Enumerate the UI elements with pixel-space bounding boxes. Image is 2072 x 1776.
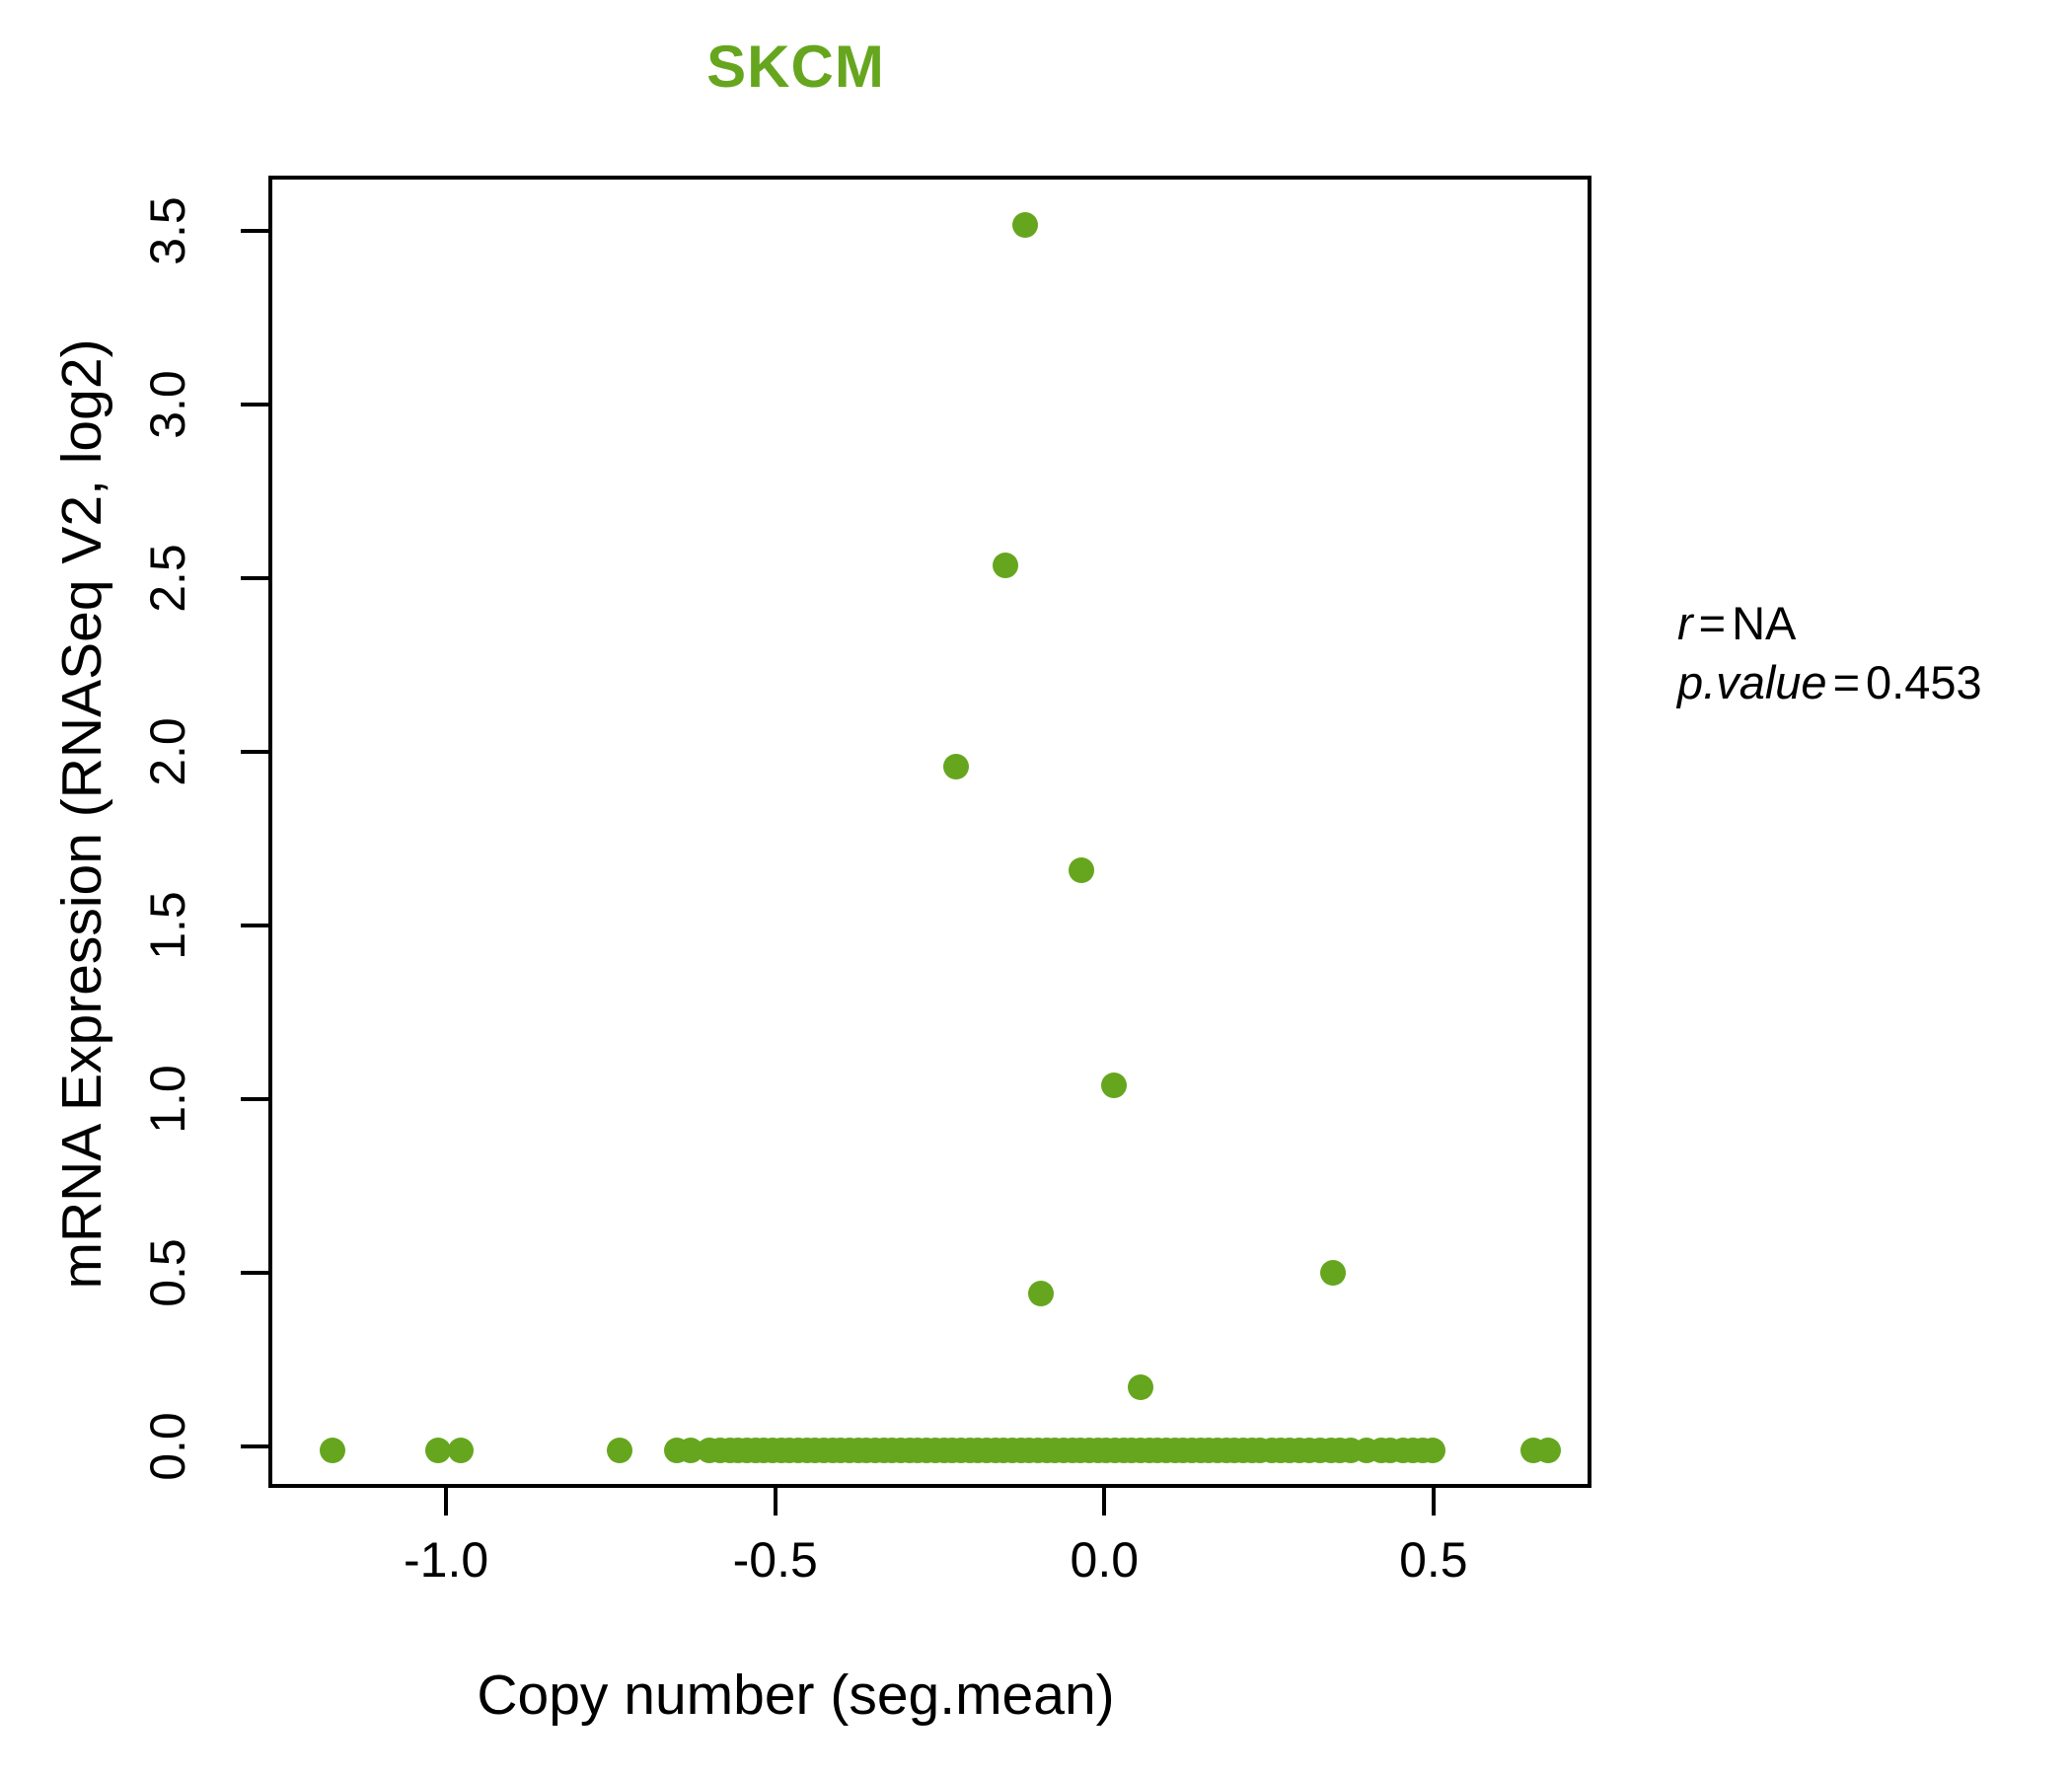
- pvalue-line: p.value = 0.453: [1677, 653, 1982, 712]
- x-axis-tick: [773, 1488, 777, 1516]
- y-axis-tick-label: 3.0: [140, 370, 195, 439]
- page-title: SKCM: [706, 34, 885, 100]
- x-axis-title: Copy number (seg.mean): [477, 1664, 1115, 1727]
- data-point: [1534, 1437, 1561, 1463]
- y-axis-tick: [241, 1096, 268, 1101]
- data-point: [1100, 1073, 1127, 1099]
- y-axis-tick: [241, 576, 268, 581]
- stats-annotation: r = NA p.value = 0.453: [1677, 594, 1982, 712]
- data-point: [425, 1437, 452, 1463]
- y-axis-tick-label: 2.0: [140, 717, 195, 786]
- y-axis-tick-label: 1.0: [140, 1065, 195, 1134]
- y-axis-title: mRNA Expression (RNASeq V2, log2): [50, 338, 113, 1290]
- y-axis-tick: [241, 1443, 268, 1448]
- correlation-equals: =: [1698, 597, 1727, 649]
- x-axis-tick: [1102, 1488, 1107, 1516]
- pvalue-equals: =: [1832, 656, 1861, 709]
- y-axis-tick: [241, 1270, 268, 1275]
- y-axis-title-container: mRNA Expression (RNASeq V2, log2): [50, 173, 123, 1455]
- data-point: [607, 1437, 633, 1463]
- data-point: [1027, 1281, 1054, 1307]
- data-point: [1068, 857, 1094, 884]
- y-axis-tick-label: 1.5: [140, 891, 195, 960]
- data-point: [319, 1437, 345, 1463]
- y-axis-tick: [241, 229, 268, 234]
- x-axis-tick-label: -0.5: [732, 1532, 818, 1588]
- data-point: [942, 753, 969, 779]
- data-point: [1419, 1437, 1445, 1463]
- x-axis-tick-label: -1.0: [404, 1532, 489, 1588]
- data-point: [1011, 211, 1038, 238]
- data-point: [992, 552, 1018, 578]
- y-axis-tick-label: 3.5: [140, 196, 195, 266]
- x-axis-tick-label: 0.0: [1070, 1532, 1140, 1588]
- x-axis-tick: [1431, 1488, 1436, 1516]
- data-point: [448, 1437, 475, 1463]
- y-axis-tick: [241, 403, 268, 407]
- correlation-line: r = NA: [1677, 594, 1982, 653]
- data-point: [1127, 1374, 1153, 1401]
- y-axis-tick-label: 2.5: [140, 544, 195, 613]
- x-axis-tick: [444, 1488, 449, 1516]
- y-axis-tick: [241, 750, 268, 755]
- y-axis-tick: [241, 924, 268, 927]
- y-axis-tick-label: 0.0: [140, 1412, 195, 1481]
- data-point: [1319, 1260, 1346, 1287]
- correlation-value: NA: [1732, 597, 1797, 649]
- y-axis-tick-label: 0.5: [140, 1238, 195, 1307]
- x-axis-tick-label: 0.5: [1399, 1532, 1468, 1588]
- pvalue-value: 0.453: [1866, 656, 1982, 709]
- correlation-symbol: r: [1677, 597, 1693, 649]
- pvalue-symbol: p.value: [1677, 656, 1827, 709]
- plot-area: [268, 176, 1591, 1488]
